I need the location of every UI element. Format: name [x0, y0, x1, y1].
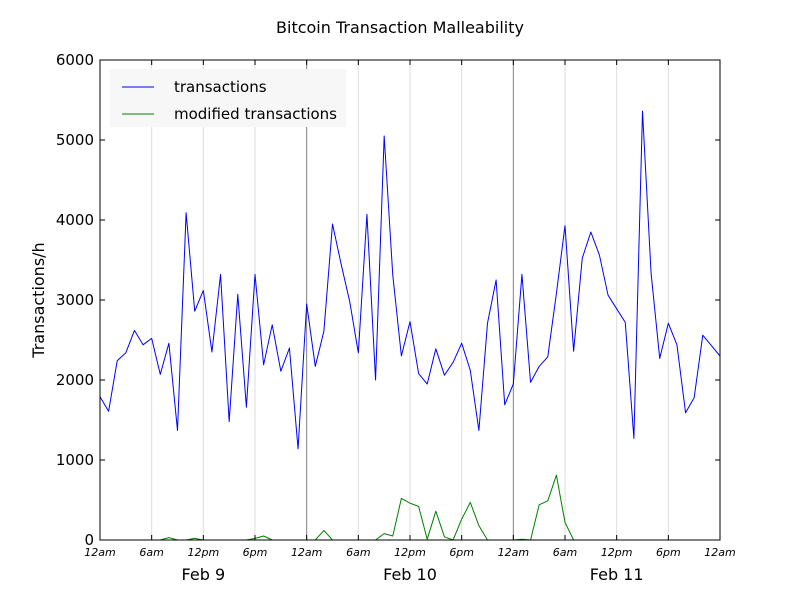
chart-title: Bitcoin Transaction Malleability — [276, 18, 524, 37]
tick-layer: 0 1000 2000 3000 4000 5000 6000 12am 6am 12pm 6pm 1… — [56, 51, 736, 584]
x-tick-label: 12am — [498, 546, 529, 559]
legend: transactions modified transactions — [110, 69, 346, 127]
y-axis-label: Transactions/h — [29, 242, 48, 358]
x-tick-label: 6am — [139, 546, 163, 559]
y-tick-label: 1000 — [56, 451, 94, 469]
x-tick-label: 12am — [704, 546, 735, 559]
y-tick-label: 2000 — [56, 371, 94, 389]
legend-box — [110, 69, 346, 127]
x-tick-label: 12pm — [187, 546, 219, 559]
grid-layer — [151, 60, 669, 540]
y-tick-label: 0 — [84, 531, 94, 549]
y-tick-label: 3000 — [56, 291, 94, 309]
x-tick-label: 12am — [84, 546, 115, 559]
y-tick-label: 6000 — [56, 51, 94, 69]
x-day-label: Feb 9 — [182, 565, 226, 584]
legend-label: modified transactions — [174, 105, 337, 123]
y-tick-label: 5000 — [56, 131, 94, 149]
x-tick-label: 6pm — [656, 546, 681, 559]
x-tick-label: 6pm — [449, 546, 474, 559]
x-tick-label: 12pm — [601, 546, 633, 559]
legend-label: transactions — [174, 78, 267, 96]
x-tick-label: 6pm — [243, 546, 268, 559]
x-day-label: Feb 10 — [383, 565, 437, 584]
series-line-transactions — [99, 110, 721, 450]
x-day-label: Feb 11 — [590, 565, 644, 584]
x-tick-label: 12am — [291, 546, 322, 559]
x-tick-label: 12pm — [394, 546, 426, 559]
x-tick-label: 6am — [553, 546, 577, 559]
y-tick-label: 4000 — [56, 211, 94, 229]
x-tick-label: 6am — [346, 546, 370, 559]
